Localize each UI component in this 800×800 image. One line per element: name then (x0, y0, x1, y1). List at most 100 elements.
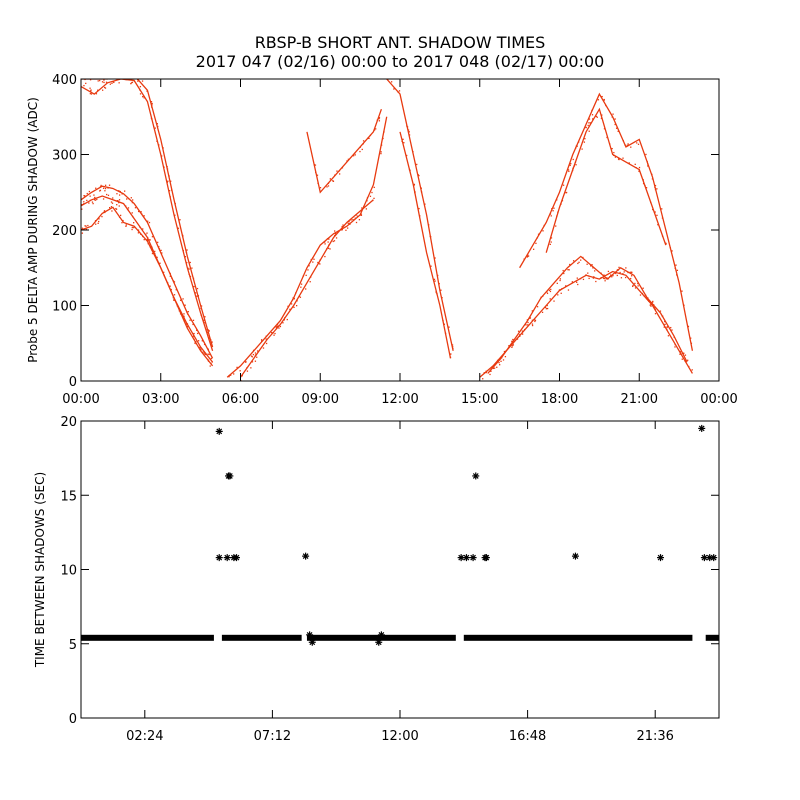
data-point (570, 162, 572, 165)
data-point (402, 138, 404, 140)
data-point (639, 294, 642, 296)
data-point (170, 189, 173, 191)
data-point (429, 235, 431, 238)
data-point (650, 201, 652, 204)
data-point (110, 206, 113, 208)
data-point (104, 211, 106, 214)
data-point (300, 286, 302, 288)
baseline-band (463, 634, 693, 641)
data-point (169, 275, 171, 277)
data-point (572, 167, 574, 169)
data-point (417, 174, 419, 176)
data-point (529, 317, 532, 319)
data-point (271, 332, 273, 334)
y-tick-label: 300 (52, 149, 77, 164)
data-point (169, 285, 171, 287)
data-point (97, 80, 99, 82)
data-point (630, 275, 633, 277)
data-point (332, 180, 335, 182)
data-point (690, 337, 692, 339)
data-point (100, 184, 102, 187)
data-point (483, 372, 485, 374)
data-point (241, 375, 243, 377)
data-point (581, 148, 583, 150)
data-point (645, 187, 648, 189)
data-point (557, 211, 559, 213)
data-point (125, 205, 127, 207)
data-point (173, 299, 175, 301)
data-point (158, 248, 161, 250)
data-point (338, 173, 341, 175)
data-point (276, 325, 278, 328)
data-point (157, 241, 159, 244)
data-point (435, 291, 437, 293)
bottom-panel-frame (80, 420, 720, 719)
data-point (588, 130, 590, 132)
asterisk-point (226, 472, 234, 480)
data-point (373, 186, 375, 189)
data-point (659, 310, 662, 312)
data-point (163, 271, 165, 273)
data-point (346, 160, 348, 162)
data-point (273, 334, 275, 336)
data-point (167, 180, 169, 182)
data-point (195, 343, 197, 345)
data-point (613, 151, 615, 154)
data-point (642, 182, 645, 185)
x-tick-label: 15:00 (461, 392, 498, 407)
data-point (549, 290, 552, 293)
data-point (97, 89, 99, 91)
data-point (131, 226, 133, 229)
data-point (611, 116, 613, 118)
data-point (347, 158, 350, 160)
asterisk-point (306, 631, 314, 639)
data-point (673, 336, 675, 338)
data-point (413, 183, 416, 186)
data-point (403, 142, 405, 144)
data-point (228, 374, 230, 377)
data-point (129, 76, 130, 77)
data-point (108, 184, 111, 186)
data-point (601, 114, 603, 116)
data-point (573, 165, 575, 167)
data-point (676, 274, 678, 276)
data-point (666, 329, 668, 331)
data-point (611, 147, 613, 150)
data-point (296, 299, 298, 302)
data-point (653, 307, 655, 309)
data-point (661, 208, 663, 210)
data-point (380, 151, 382, 153)
data-point (121, 193, 123, 195)
data-point (373, 129, 376, 131)
data-point (448, 326, 450, 328)
data-point (571, 169, 574, 172)
data-point (184, 256, 187, 258)
data-point (620, 277, 623, 279)
data-point (207, 348, 209, 350)
data-point (196, 332, 199, 335)
data-point (121, 222, 123, 224)
asterisk-point (469, 554, 477, 562)
data-point (499, 364, 501, 366)
data-point (542, 230, 544, 232)
data-point (90, 89, 92, 91)
data-point (634, 282, 636, 285)
data-point (119, 214, 122, 217)
data-point (418, 174, 420, 177)
data-point (192, 319, 195, 321)
series-line (399, 131, 452, 359)
data-point (551, 208, 553, 210)
data-point (126, 208, 129, 210)
data-point (120, 74, 121, 75)
data-point (645, 153, 647, 156)
data-point (112, 197, 114, 199)
data-point (151, 236, 154, 238)
data-point (130, 82, 132, 85)
data-point (157, 125, 159, 128)
series-7 (306, 108, 383, 194)
data-point (683, 304, 685, 306)
series-2 (81, 184, 214, 360)
baseline-band (705, 634, 719, 641)
data-point (654, 188, 657, 191)
data-point (546, 292, 549, 295)
